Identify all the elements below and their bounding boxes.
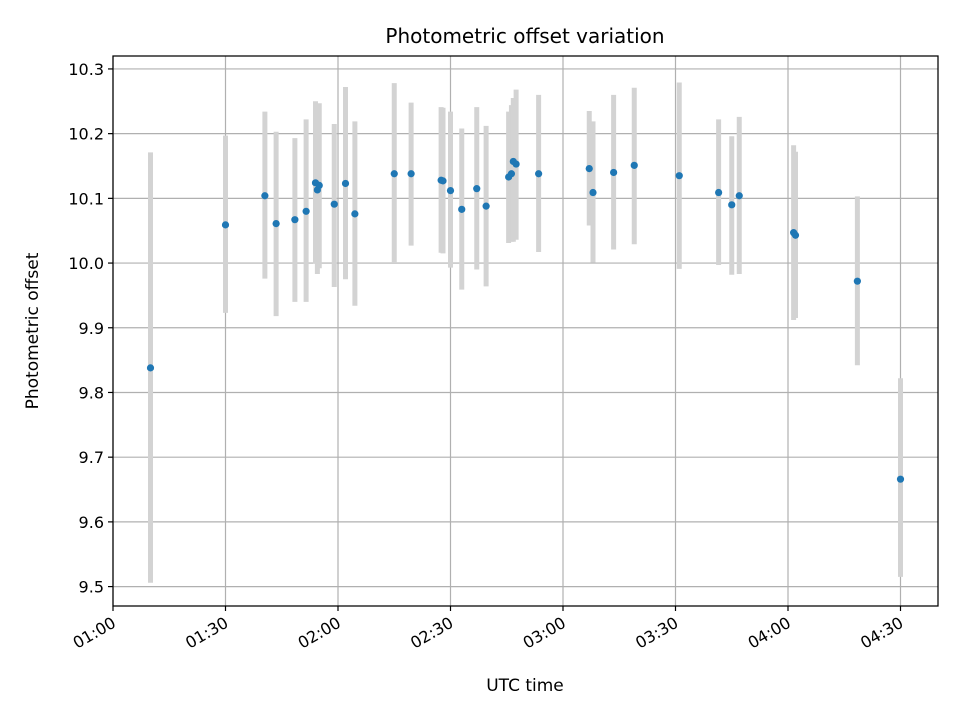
data-point [302,207,310,215]
y-tick-label: 9.6 [79,513,104,532]
data-point [535,170,543,178]
data-point [341,179,350,188]
data-point [512,160,520,168]
data-point [261,192,269,200]
data-point [728,201,736,209]
y-tick-label: 10.0 [68,254,104,273]
data-point [853,277,861,285]
data-point [589,188,597,197]
y-axis-title: Photometric offset [23,252,43,409]
chart-title: Photometric offset variation [385,24,664,48]
plot-frame [112,55,939,607]
data-point [482,202,490,210]
data-point [315,181,323,190]
x-axis-title: UTC time [486,676,564,696]
data-point [407,170,415,178]
y-tick-label: 9.8 [79,383,104,402]
data-point [291,216,299,224]
data-point [507,170,516,178]
y-tick-label: 10.3 [68,60,104,79]
grid-lines [112,56,938,606]
y-tick-label: 9.5 [79,578,104,597]
data-point [896,475,905,483]
data-point [473,185,481,193]
data-point [221,221,230,229]
data-points [146,157,905,483]
data-point [146,364,155,372]
y-tick-label: 10.1 [68,189,104,208]
y-tick-label: 9.7 [79,448,104,467]
data-point [272,219,280,228]
y-tick-label: 10.2 [68,125,104,144]
data-point [791,231,800,239]
y-tick-label: 9.9 [79,319,104,338]
y-axis: 9.5 9.6 9.7 9.8 9.9 10.0 10.1 10.2 10.3 [68,60,113,597]
data-point [390,170,398,178]
data-point [630,161,638,169]
data-point [735,192,743,200]
data-point [446,186,455,195]
data-point [610,168,618,177]
data-point [351,210,359,218]
data-point [439,177,447,185]
data-point [675,172,683,180]
data-point [585,164,593,173]
data-point [715,188,723,197]
data-point [458,205,466,213]
data-point [330,200,338,208]
